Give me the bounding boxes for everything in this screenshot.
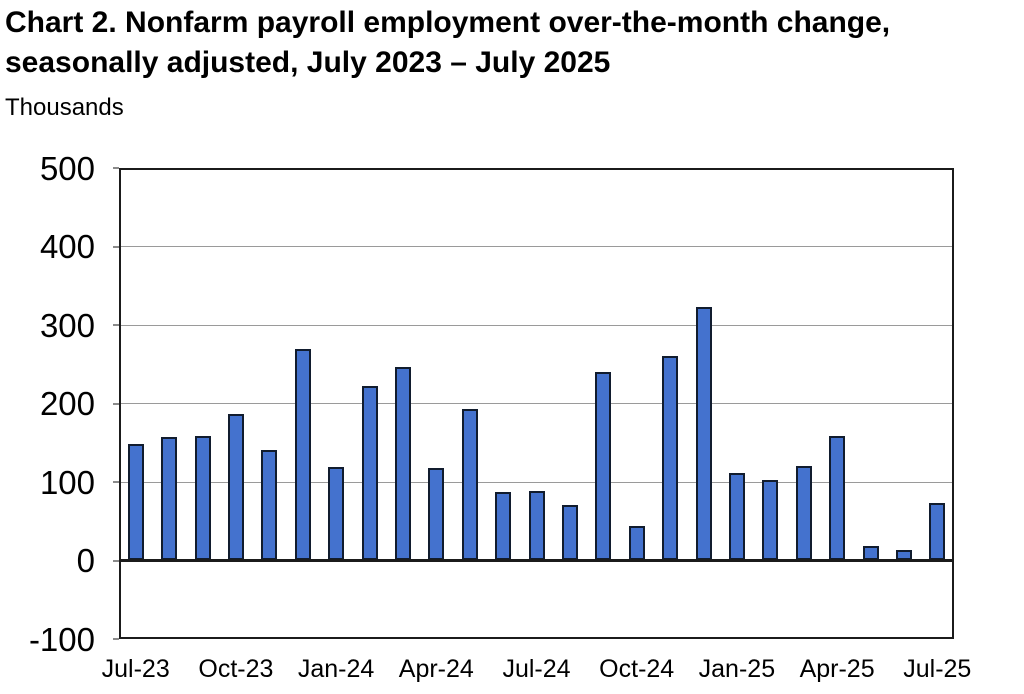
- bar-jul-25: [929, 503, 946, 561]
- y-tick-mark-500: [113, 167, 119, 169]
- frame-top: [119, 168, 954, 170]
- bar-jul-23: [127, 444, 144, 561]
- y-tick-label--100: -100: [28, 620, 95, 658]
- y-tick-mark-300: [113, 324, 119, 326]
- plot-area: [119, 168, 954, 639]
- x-tick-label-apr-25: Apr-25: [799, 655, 875, 683]
- bar-jul-24: [528, 491, 545, 561]
- y-axis-units-label: Thousands: [5, 94, 124, 121]
- bar-mar-25: [795, 466, 812, 561]
- y-tick-mark--100: [113, 638, 119, 640]
- y-tick-mark-200: [113, 402, 119, 405]
- bar-oct-24: [628, 525, 645, 561]
- bar-aug-24: [561, 504, 578, 561]
- x-tick-label-oct-24: Oct-24: [599, 655, 675, 683]
- y-tick-label-400: 400: [39, 228, 95, 265]
- bar-jan-24: [328, 467, 345, 561]
- y-tick-mark-0: [113, 559, 119, 562]
- bar-sep-23: [194, 436, 211, 561]
- x-tick-label-jul-25: Jul-25: [903, 655, 972, 683]
- bar-sep-24: [595, 372, 612, 561]
- chart-title-line2: seasonally adjusted, July 2023 – July 20…: [5, 46, 611, 79]
- bar-jan-25: [728, 473, 745, 561]
- bar-apr-25: [829, 436, 846, 561]
- gridline-300: [119, 324, 954, 326]
- chart-title: Chart 2. Nonfarm payroll employment over…: [5, 3, 890, 83]
- x-tick-label-jul-24: Jul-24: [502, 655, 571, 683]
- bar-may-24: [461, 408, 478, 561]
- zero-axis-line: [119, 559, 954, 562]
- frame-left: [119, 168, 121, 639]
- x-tick-label-oct-23: Oct-23: [198, 655, 274, 683]
- bar-nov-24: [662, 355, 679, 561]
- y-tick-label-100: 100: [39, 463, 95, 501]
- bar-mar-24: [394, 367, 411, 561]
- frame-right: [952, 168, 954, 639]
- x-tick-label-apr-24: Apr-24: [398, 655, 474, 683]
- bar-dec-24: [695, 306, 712, 561]
- bar-apr-24: [428, 467, 445, 561]
- bar-feb-24: [361, 386, 378, 561]
- x-tick-label-jan-24: Jan-24: [297, 655, 375, 683]
- bar-nov-23: [261, 449, 278, 561]
- y-tick-mark-400: [113, 245, 119, 248]
- bar-jun-24: [495, 492, 512, 561]
- bar-oct-23: [227, 414, 244, 561]
- x-tick-label-jul-23: Jul-23: [101, 655, 170, 683]
- y-tick-label-500: 500: [39, 149, 95, 187]
- gridline-100: [119, 481, 954, 483]
- y-tick-mark-100: [113, 481, 119, 483]
- gridline-400: [119, 246, 954, 247]
- frame-bottom: [119, 637, 954, 639]
- y-tick-label-300: 300: [39, 306, 95, 344]
- bar-aug-23: [161, 437, 178, 561]
- chart-title-line1: Chart 2. Nonfarm payroll employment over…: [5, 6, 891, 39]
- x-tick-label-jan-25: Jan-25: [698, 655, 776, 683]
- bar-dec-23: [294, 349, 311, 561]
- gridline-200: [119, 403, 954, 404]
- y-tick-label-200: 200: [39, 385, 95, 422]
- y-tick-label-0: 0: [76, 542, 95, 579]
- bar-feb-25: [762, 480, 779, 561]
